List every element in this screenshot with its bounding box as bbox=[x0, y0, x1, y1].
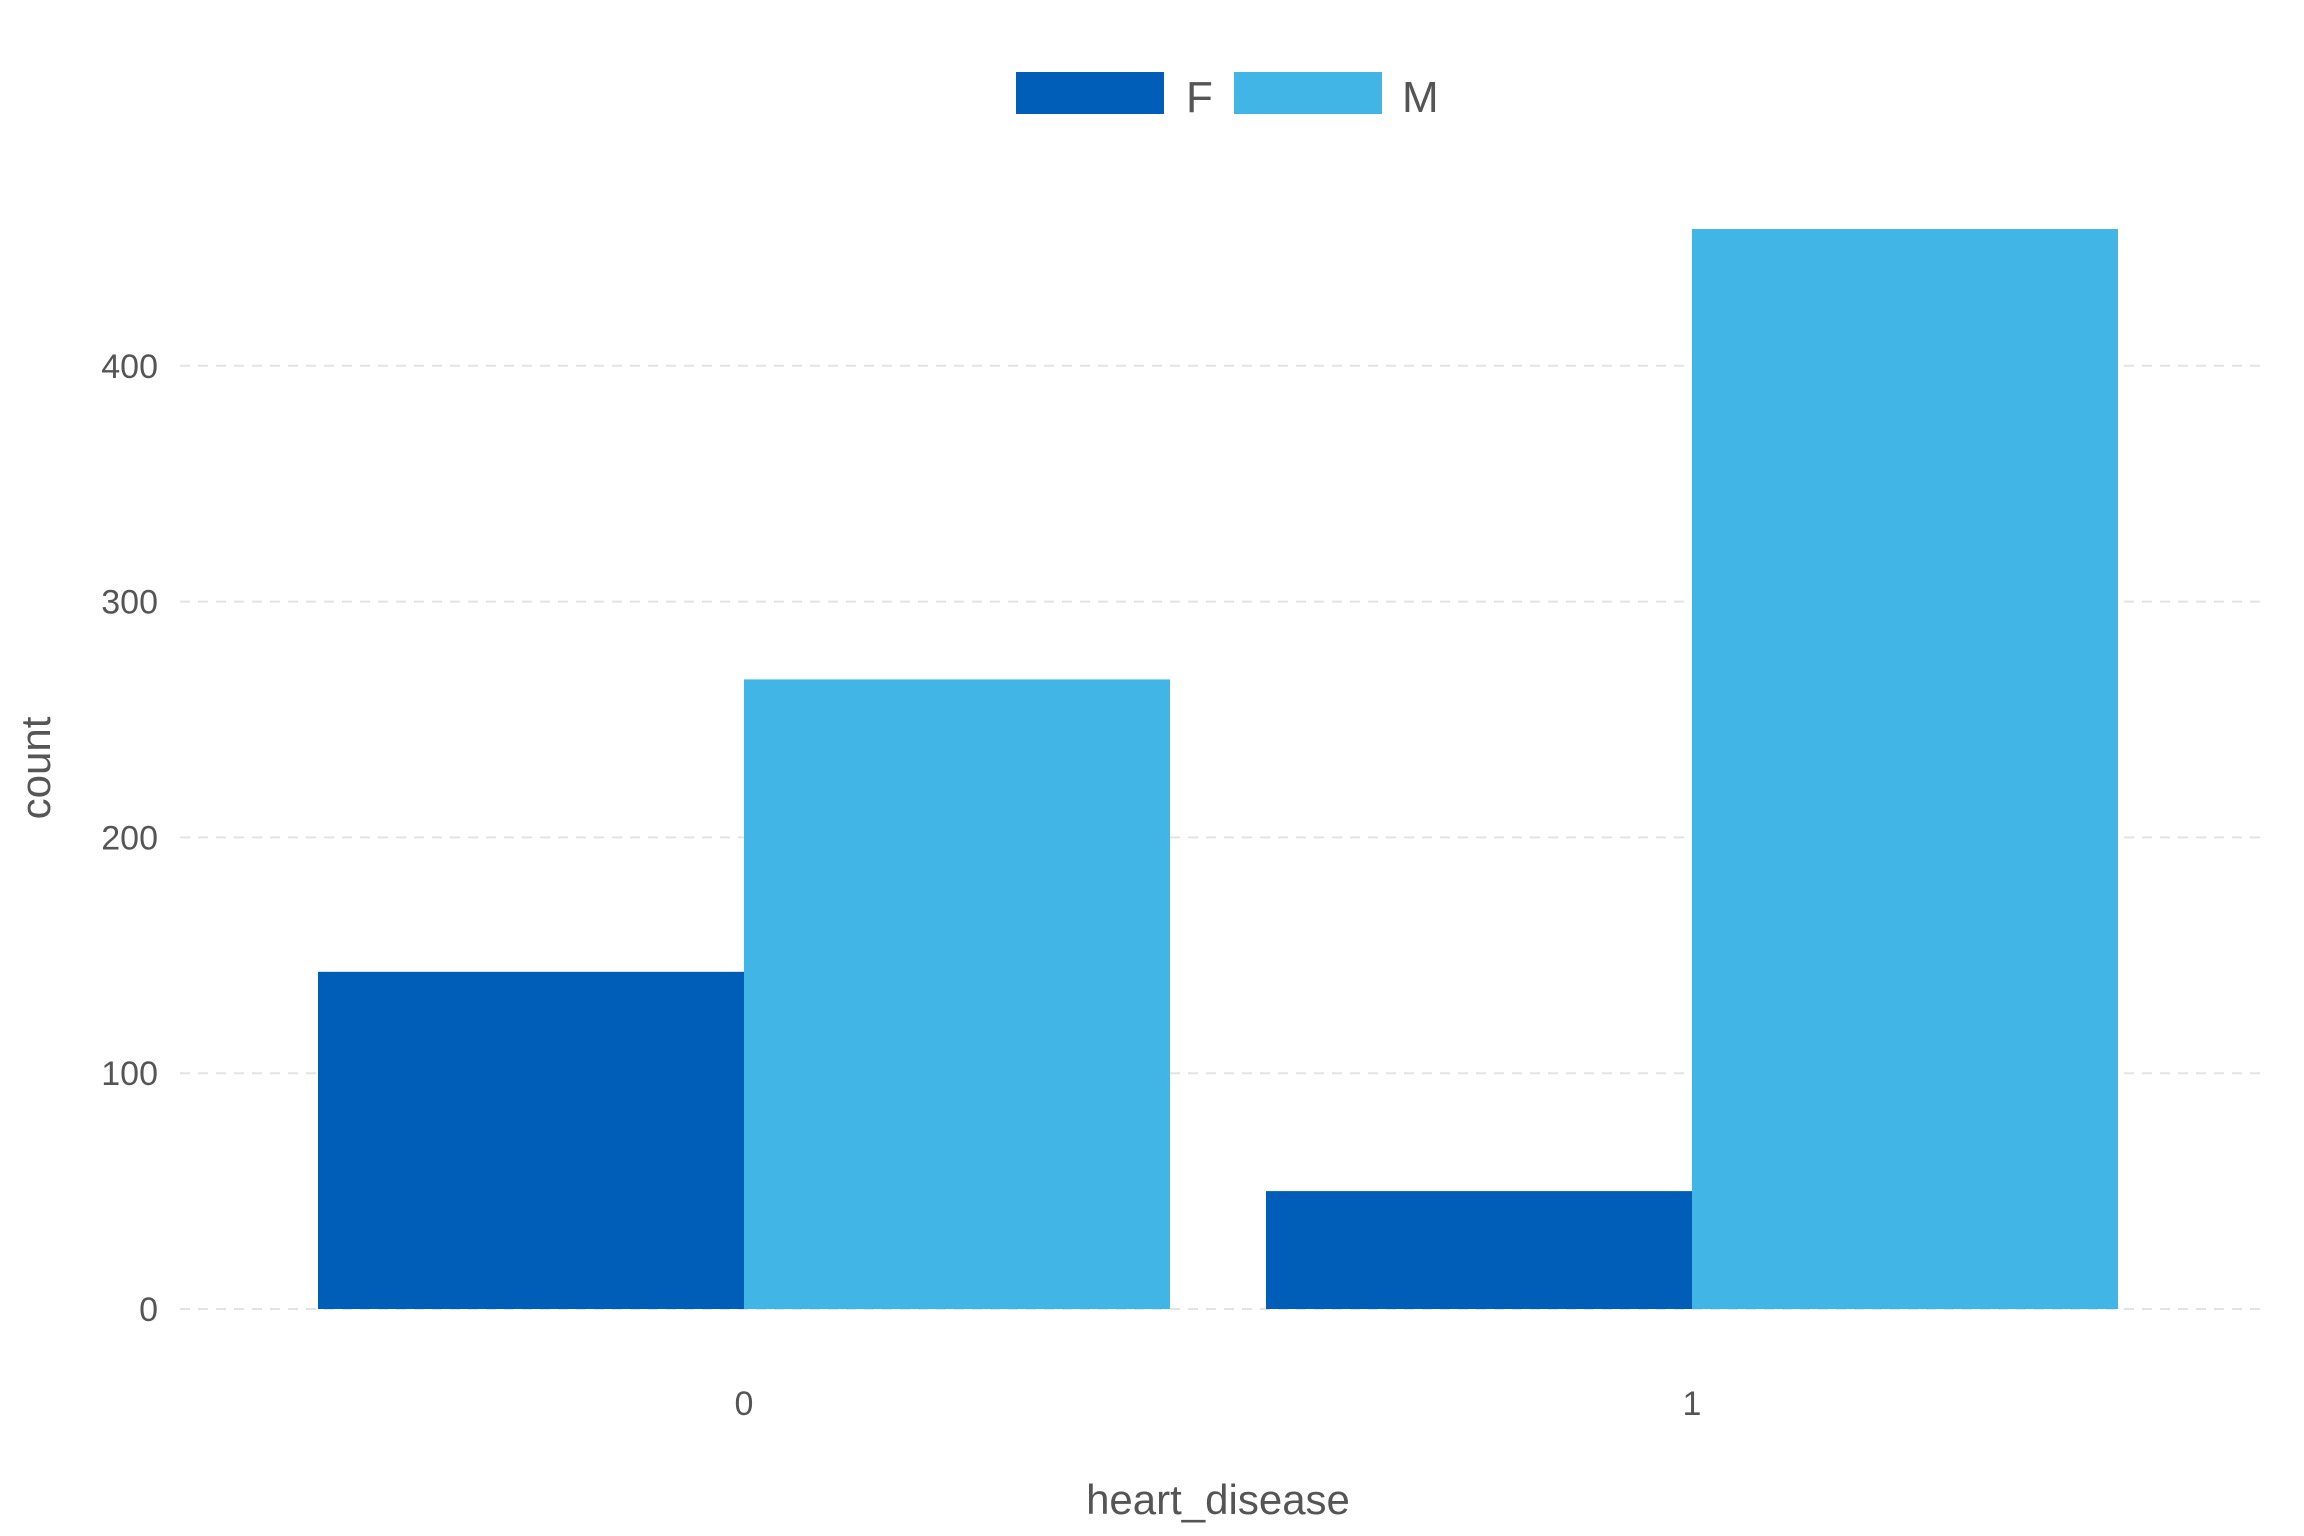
legend-swatch-M bbox=[1234, 72, 1382, 114]
y-tick-label-100: 100 bbox=[101, 1055, 158, 1093]
bar-M-1 bbox=[1692, 229, 2118, 1309]
bar-F-1 bbox=[1266, 1191, 1692, 1309]
y-tick-label-400: 400 bbox=[101, 348, 158, 386]
legend-label-M: M bbox=[1402, 73, 1439, 122]
bars bbox=[318, 229, 2118, 1309]
bar-M-0 bbox=[744, 679, 1170, 1309]
x-axis-title: heart_disease bbox=[1086, 1476, 1350, 1523]
y-tick-label-0: 0 bbox=[139, 1291, 158, 1329]
legend-swatch-F bbox=[1016, 72, 1164, 114]
y-tick-label-300: 300 bbox=[101, 584, 158, 622]
x-tick-label-0: 0 bbox=[735, 1385, 754, 1423]
y-tick-label-200: 200 bbox=[101, 819, 158, 857]
y-axis-ticks: 0 100 200 300 400 bbox=[101, 348, 158, 1329]
legend-label-F: F bbox=[1186, 73, 1213, 122]
bar-F-0 bbox=[318, 971, 744, 1309]
x-tick-label-1: 1 bbox=[1683, 1385, 1702, 1423]
y-axis-title: count bbox=[12, 716, 59, 819]
